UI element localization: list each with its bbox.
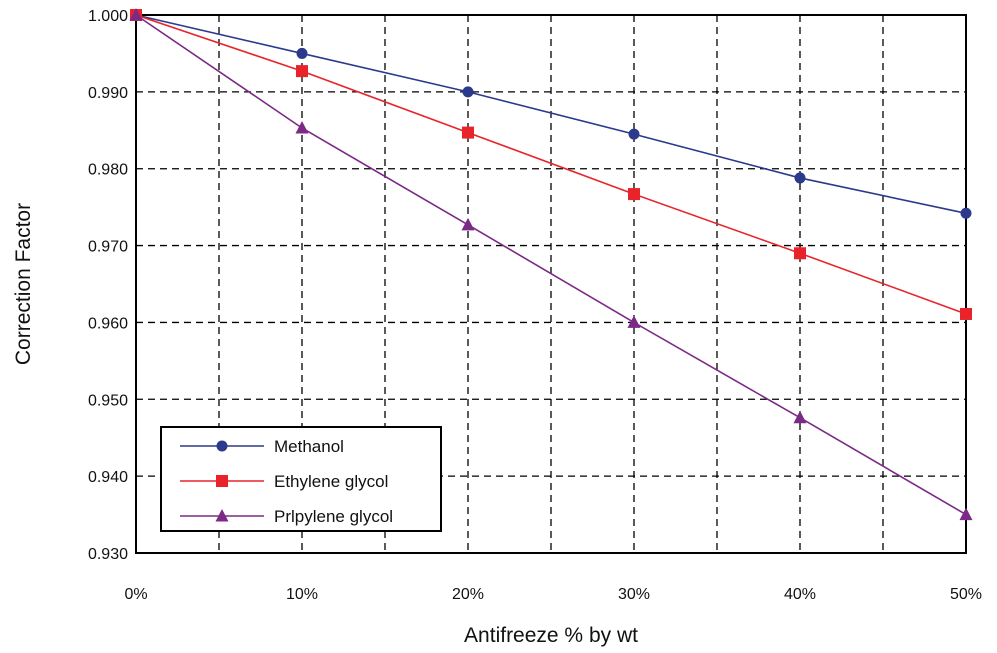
- x-tick-label: 30%: [618, 586, 650, 603]
- legend: Methanol Ethylene glycol Prlpylene glycol: [160, 426, 442, 532]
- series-line: [135, 14, 967, 516]
- data-point-circle: [794, 172, 806, 184]
- data-point-square: [296, 65, 308, 78]
- series-layer: [129, 8, 973, 521]
- y-tick-label: 0.980: [88, 162, 128, 179]
- x-tick-label: 40%: [784, 586, 816, 603]
- y-tick-label: 0.960: [88, 315, 128, 332]
- legend-marker-circle: [216, 440, 228, 452]
- legend-label: Methanol: [274, 437, 344, 456]
- y-axis-title: Correction Factor: [12, 203, 35, 365]
- data-point-triangle: [627, 315, 641, 328]
- x-tick-label: 50%: [950, 586, 982, 603]
- series-line: [135, 14, 967, 315]
- legend-item: Methanol: [180, 437, 344, 456]
- series-2: [129, 8, 973, 521]
- data-point-triangle: [793, 410, 807, 424]
- plot-area-frame: [135, 14, 967, 554]
- data-point-circle: [628, 128, 640, 140]
- legend-marker-triangle: [215, 509, 229, 522]
- y-tick-label: 0.990: [88, 85, 128, 102]
- data-point-triangle: [461, 217, 475, 231]
- x-axis-ticks: 0% 10% 20% 30% 40% 50%: [124, 586, 982, 603]
- legend-box: [160, 426, 442, 532]
- data-point-square: [960, 307, 972, 320]
- x-tick-label: 20%: [452, 586, 484, 603]
- data-point-triangle: [959, 507, 973, 521]
- x-axis-title: Antifreeze % by wt: [464, 624, 638, 647]
- y-tick-label: 0.970: [88, 239, 128, 256]
- data-point-circle: [462, 86, 474, 98]
- y-tick-label: 1.000: [88, 8, 128, 25]
- data-point-square: [794, 247, 806, 260]
- y-tick-label: 0.950: [88, 392, 128, 409]
- data-point-triangle: [129, 8, 143, 21]
- data-point-circle: [296, 47, 308, 59]
- series-line: [135, 14, 967, 215]
- data-point-square: [628, 188, 640, 201]
- legend-item: Prlpylene glycol: [180, 507, 393, 526]
- x-tick-label: 10%: [286, 586, 318, 603]
- y-tick-label: 0.940: [88, 469, 128, 486]
- grid-lines: [136, 15, 966, 553]
- data-point-circle: [960, 207, 972, 219]
- y-axis-ticks: 0.930 0.940 0.950 0.960 0.970 0.980 0.990 1.000: [88, 8, 128, 563]
- legend-label: Prlpylene glycol: [274, 507, 393, 526]
- legend-marker-square: [216, 475, 228, 487]
- series-1: [130, 9, 972, 320]
- data-point-square: [462, 126, 474, 139]
- x-tick-label: 0%: [124, 586, 147, 603]
- legend-label: Ethylene glycol: [274, 472, 388, 491]
- legend-item: Ethylene glycol: [180, 472, 388, 491]
- y-tick-label: 0.930: [88, 546, 128, 563]
- data-point-triangle: [295, 120, 309, 134]
